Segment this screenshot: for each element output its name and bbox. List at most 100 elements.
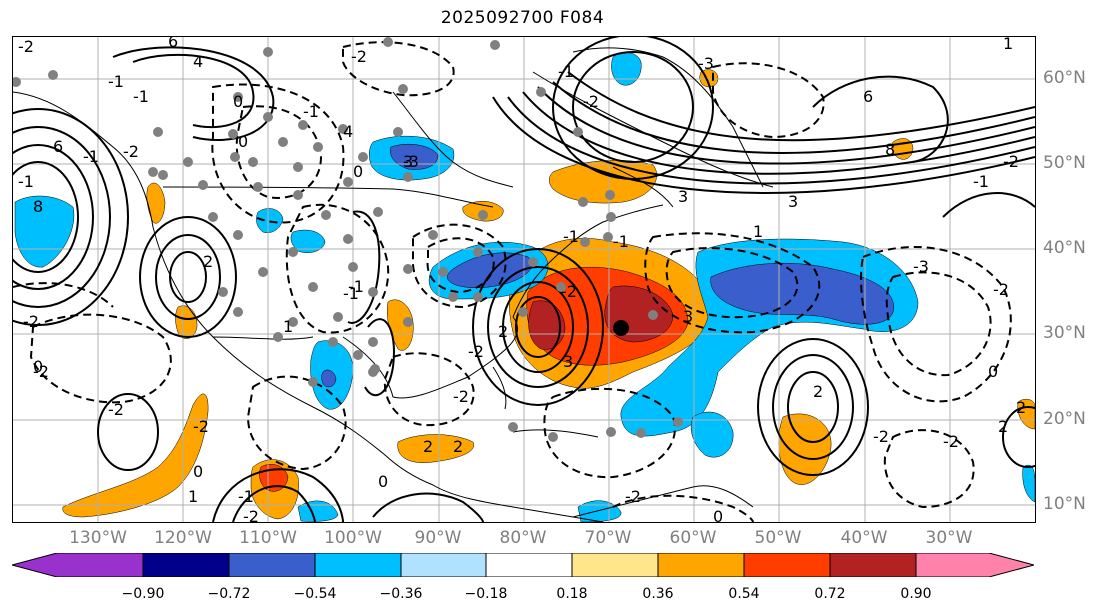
contour-label: 4: [343, 122, 353, 141]
contour-label: -2: [1003, 152, 1019, 171]
contour-label: -2: [943, 432, 959, 451]
colorbar-segment: [315, 553, 401, 577]
map-frame: -2 6 4 0 -1 -1 -2 4 0 -1 3 2 6 -1 -1 8 -…: [12, 36, 1036, 523]
contour-label: 2: [1016, 398, 1026, 417]
contour-low-east-canada: [712, 62, 825, 139]
contour-label: 4: [193, 52, 203, 71]
contour-label: -2: [625, 487, 641, 506]
contour-label: -2: [873, 427, 889, 446]
lat-tick-label: 10°N: [1043, 494, 1086, 514]
contour-label: 3: [678, 187, 688, 206]
colorbar-tick-label: 0.54: [728, 586, 760, 602]
contour-label: 8: [33, 197, 43, 216]
contour-label: -2: [453, 387, 469, 406]
coastline-canada-arctic: [532, 71, 774, 188]
colorbar: [12, 553, 1034, 577]
contour-label: -1: [303, 102, 319, 121]
contour-low-greenland: [572, 51, 694, 163]
lon-tick-label: 70°W: [584, 528, 632, 548]
colorbar-tick-label: 0.90: [900, 586, 932, 602]
colorbar-tick-label: −0.36: [379, 586, 423, 602]
lon-tick-label: 30°W: [925, 528, 973, 548]
contour-low-west-canada: [211, 83, 345, 224]
contour-label: 0: [193, 462, 203, 481]
contour-arc-north-atlantic: [492, 96, 1035, 194]
contour-label: 0: [713, 507, 723, 522]
lon-tick-label: 100°W: [324, 528, 382, 548]
contour-label: 8: [885, 140, 895, 159]
contour-label: -1: [563, 227, 579, 246]
colorbar-segment: [744, 553, 830, 577]
contour-label: -1: [108, 72, 124, 91]
contour-caribbean: [372, 492, 484, 522]
contour-label: 0: [378, 472, 388, 491]
anomaly-blue-caribbean-south: [577, 500, 622, 522]
contour-label: 6: [168, 37, 178, 51]
colorbar-segment: [143, 553, 229, 577]
contour-label: 0: [233, 92, 243, 111]
contour-label: 2: [998, 417, 1008, 436]
contour-label: -1: [238, 487, 254, 506]
colorbar-tick-label: 0.36: [642, 586, 674, 602]
contour-label: 0: [353, 162, 363, 181]
anomaly-blue-lesser-antilles: [690, 411, 734, 458]
contour-high-far-east: [1002, 406, 1035, 468]
contour-label: -2: [351, 47, 367, 66]
anomaly-blue-plains: [290, 229, 326, 253]
contour-label: 0: [238, 132, 248, 151]
contour-low-far-east: [883, 429, 975, 509]
contour-label: -1: [973, 172, 989, 191]
contour-label: 2: [813, 382, 823, 401]
lon-tick-label: 80°W: [499, 528, 547, 548]
contour-label: -2: [23, 312, 39, 331]
contour-high-pacific-nw: [13, 161, 79, 273]
contour-label: 2: [453, 437, 463, 456]
contour-label: 3: [788, 192, 798, 211]
contour-label: -1: [133, 87, 149, 106]
contour-low-arctic: [342, 41, 455, 97]
colorbar-segment: [830, 553, 916, 577]
contour-label: -1: [18, 172, 34, 191]
contour-label: -2: [468, 342, 484, 361]
colorbar-segment: [486, 553, 572, 577]
contour-label: -3: [403, 152, 419, 171]
contour-label: 3: [563, 352, 573, 371]
contour-labels: -2 6 4 0 -1 -1 -2 4 0 -1 3 2 6 -1 -1 8 -…: [18, 37, 1026, 522]
lat-tick-label: 50°N: [1043, 153, 1086, 173]
colorbar-segment: [916, 553, 1034, 577]
anomaly-blue-east-pacific: [297, 500, 339, 522]
lon-tick-label: 90°W: [414, 528, 462, 548]
contour-low-pacific: [29, 313, 172, 404]
lon-tick-label: 60°W: [669, 528, 717, 548]
contour-label: -1: [558, 62, 574, 81]
contour-label: -1: [83, 147, 99, 166]
contour-high-pacific-southeast: [212, 468, 344, 522]
coastline-south-america: [572, 485, 754, 518]
lat-tick-label: 60°N: [1043, 68, 1086, 88]
coastline-gulf-of-mexico: [342, 316, 519, 399]
border-us-canada: [162, 186, 494, 208]
contour-label: -2: [33, 362, 49, 381]
coastline-florida: [492, 366, 507, 410]
contour-low-central-atlantic: [644, 232, 821, 334]
contour-label: 2: [423, 437, 433, 456]
coastlines: [13, 47, 774, 522]
contour-low-great-lakes: [411, 223, 507, 309]
lon-tick-label: 40°W: [840, 528, 888, 548]
contour-label: 0: [33, 357, 43, 376]
contour-label: -3: [913, 257, 929, 276]
contour-label: 6: [53, 137, 63, 156]
colorbar-segment: [12, 553, 143, 577]
contour-low-mexico: [246, 375, 347, 471]
storm-center-marker: [613, 320, 629, 336]
lat-tick-label: 30°N: [1043, 323, 1086, 343]
coastline-north-america-west: [13, 91, 434, 486]
anomaly-royalblue-se-us: [447, 252, 533, 288]
anomaly-orange-pacific-band: [62, 393, 209, 518]
anomaly-orange-baja: [175, 305, 198, 339]
map-title: 2025092700 F084: [440, 8, 605, 28]
contour-label: 1: [188, 487, 198, 506]
contour-label: -2: [193, 417, 209, 436]
contour-label: -2: [18, 37, 34, 56]
contour-label: -2: [243, 507, 259, 522]
